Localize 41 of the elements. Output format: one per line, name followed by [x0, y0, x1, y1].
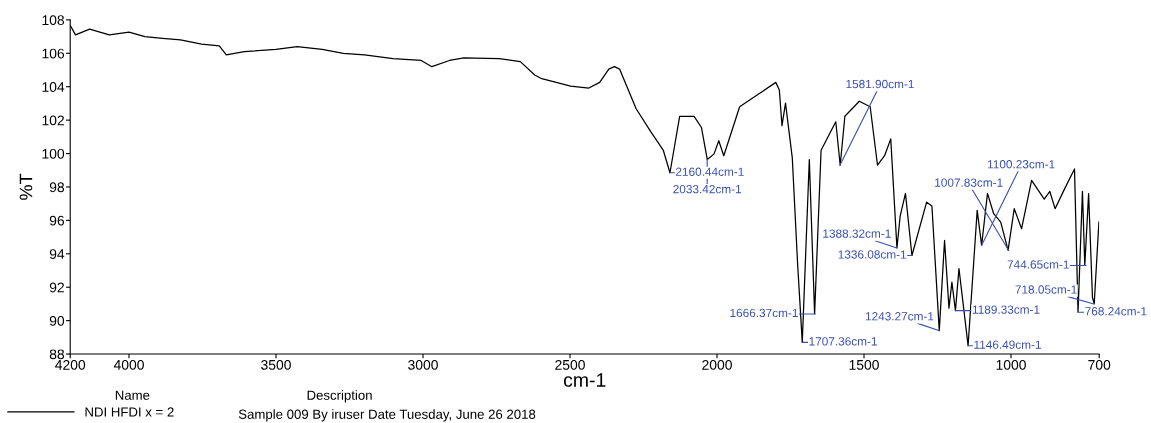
y-tick-label: 102	[42, 115, 64, 126]
y-tick-label: 88	[49, 349, 65, 360]
y-tick-label: 106	[42, 48, 65, 59]
y-tick-label: 96	[49, 215, 65, 226]
x-tick-label: 4200	[55, 359, 86, 370]
x-axis-title: cm-1	[563, 373, 606, 387]
x-tick-label: 2500	[555, 359, 585, 370]
x-tick-label: 3500	[261, 359, 291, 370]
annotation: 1581.90cm-1	[846, 79, 914, 89]
text: NDI HFDI x = 2	[85, 407, 174, 417]
x-tick-label: 1500	[849, 359, 879, 370]
annotation: 1146.49cm-1	[974, 340, 1041, 349]
annotation: 744.65cm-1	[1007, 260, 1069, 269]
annotation: 768.24cm-1	[1085, 307, 1147, 316]
annotation: 1707.36cm-1	[809, 337, 877, 346]
annotation: 1666.37cm-1	[730, 308, 798, 318]
y-tick-label: 90	[49, 315, 65, 326]
y-tick-label: 94	[49, 249, 65, 259]
y-tick-label: 108	[42, 15, 65, 26]
annotation: 1243.27cm-1	[865, 312, 934, 321]
annotation: 2160.44cm-1	[675, 167, 744, 176]
annotation: 1189.33cm-1	[972, 305, 1040, 314]
y-tick-label: 104	[42, 82, 65, 92]
annotation: 1388.32cm-1	[823, 229, 891, 238]
x-tick-label: 2000	[702, 359, 732, 370]
annotation: 718.05cm-1	[1015, 285, 1077, 294]
x-tick-label: 4000	[113, 359, 144, 370]
text: Description	[307, 390, 372, 403]
annotation: 1100.23cm-1	[987, 160, 1055, 169]
annotation: 2033.42cm-1	[673, 184, 742, 194]
y-tick-label: 98	[49, 182, 65, 193]
x-tick-label: 700	[1088, 359, 1111, 370]
y-axis-title: %T	[19, 173, 33, 200]
y-tick-label: 92	[49, 282, 64, 293]
legend-title: Name	[115, 390, 150, 400]
y-tick-label: 100	[42, 148, 65, 159]
text: Sample 009 By iruser Date Tuesday, June 26 2018	[238, 409, 536, 422]
annotation: 1336.08cm-1	[838, 250, 907, 259]
x-tick-label: 1000	[996, 359, 1026, 370]
annotation: 1007.83cm-1	[935, 178, 1003, 187]
x-tick-label: 3000	[408, 359, 438, 370]
